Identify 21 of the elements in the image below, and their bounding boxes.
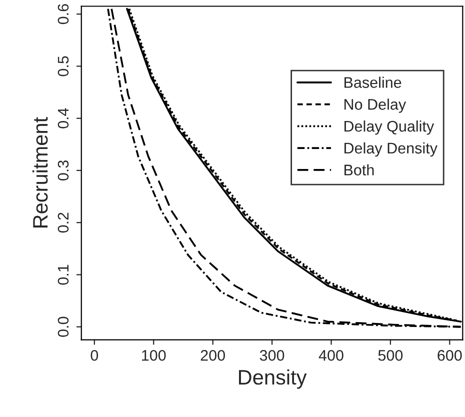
y-tick-label: 0.5 (58, 56, 69, 76)
x-tick-label: 100 (142, 350, 166, 361)
y-tick-label: 0.2 (58, 212, 69, 233)
y-tick-label: 0.3 (58, 160, 69, 180)
legend-label: No Delay (344, 98, 406, 113)
x-tick-label: 500 (378, 350, 403, 361)
legend-label: Delay Quality (344, 120, 434, 135)
x-tick-label: 400 (318, 350, 344, 361)
x-axis-title: Density (239, 369, 307, 389)
y-tick-label: 0.4 (58, 108, 69, 128)
legend-label: Baseline (344, 76, 402, 88)
y-axis-title: Recruitment (32, 117, 48, 228)
x-tick-label: 200 (200, 350, 225, 361)
legend-label: Both (344, 164, 374, 176)
x-tick-label: 300 (260, 350, 284, 361)
x-tick-label: 600 (438, 350, 462, 361)
y-tick-label: 0.1 (58, 264, 69, 285)
y-tick-label: 0.6 (58, 4, 69, 24)
legend-label: Delay Density (344, 142, 438, 157)
y-tick-label: 0.0 (58, 316, 69, 337)
x-tick-label: 0 (90, 350, 98, 361)
